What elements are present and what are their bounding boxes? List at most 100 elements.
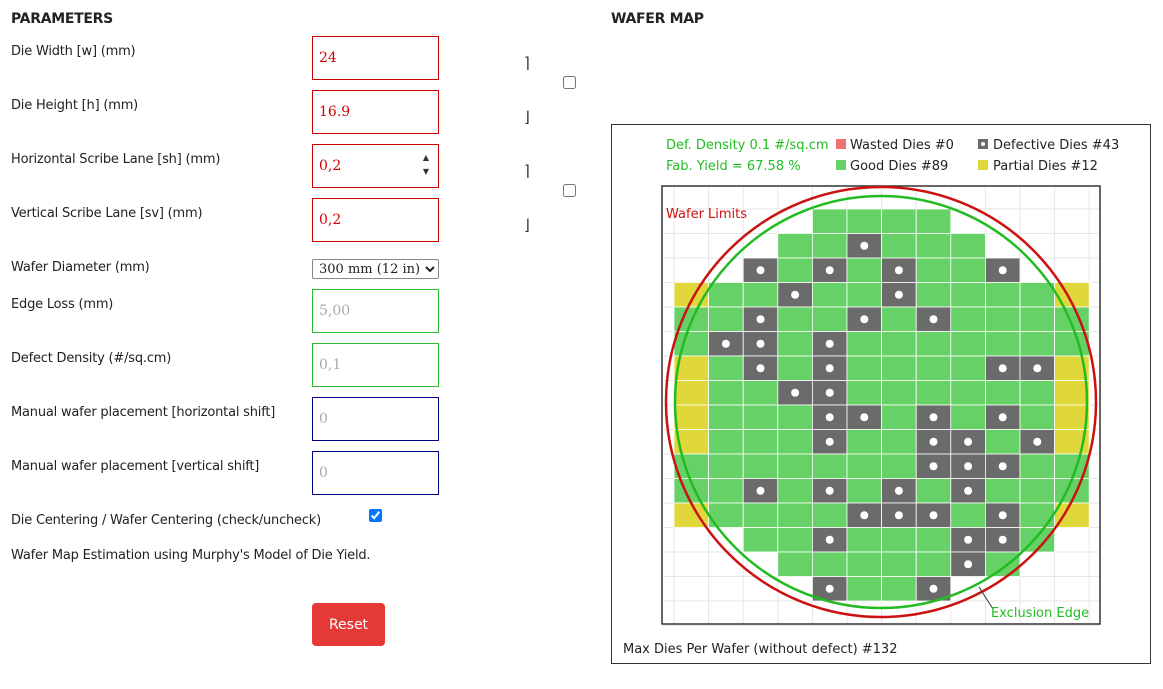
h-scribe-label: Horizontal Scribe Lane [sh] (mm) bbox=[11, 152, 221, 167]
h-scribe-spinner[interactable]: ▲ ▼ bbox=[421, 152, 431, 178]
centering-label: Die Centering / Wafer Centering (check/u… bbox=[11, 513, 322, 528]
def-density-text: Def. Density 0.1 #/sq.cm bbox=[666, 138, 829, 153]
h-shift-label: Manual wafer placement [horizontal shift… bbox=[11, 405, 276, 420]
wafer-limit-circle bbox=[664, 185, 1098, 619]
link-dimensions-checkbox[interactable] bbox=[563, 76, 576, 89]
good-die bbox=[742, 380, 779, 406]
partial-die bbox=[1054, 404, 1090, 430]
v-shift-input[interactable] bbox=[312, 451, 439, 495]
defect-dot bbox=[998, 266, 1007, 275]
spin-up-icon[interactable]: ▲ bbox=[422, 153, 430, 162]
wafer-diameter-select[interactable]: 300 mm (12 in) bbox=[312, 259, 439, 279]
wafer-map-canvas: Def. Density 0.1 #/sq.cm Fab. Yield = 67… bbox=[623, 138, 1119, 657]
defect-dot bbox=[825, 437, 834, 446]
defect-dot bbox=[1033, 364, 1042, 373]
edge-loss-input[interactable] bbox=[312, 289, 439, 333]
good-die bbox=[915, 257, 952, 283]
good-die bbox=[742, 502, 779, 528]
defect-dot bbox=[825, 339, 834, 348]
max-dies-text: Max Dies Per Wafer (without defect) #132 bbox=[623, 642, 897, 657]
centering-checkbox[interactable] bbox=[369, 509, 382, 522]
defect-dot bbox=[756, 266, 765, 275]
spin-down-icon[interactable]: ▼ bbox=[422, 167, 430, 176]
good-die bbox=[915, 355, 952, 381]
good-die bbox=[777, 551, 813, 577]
good-die bbox=[811, 306, 848, 332]
good-die bbox=[742, 282, 779, 308]
v-scribe-input[interactable] bbox=[312, 198, 439, 242]
good-die bbox=[984, 380, 1021, 406]
partial-die bbox=[1054, 380, 1090, 406]
good-die bbox=[984, 282, 1021, 308]
good-die bbox=[881, 576, 917, 602]
defect-dot bbox=[998, 511, 1007, 520]
legend-partial-text: Partial Dies #12 bbox=[993, 159, 1098, 174]
good-die bbox=[881, 331, 917, 357]
good-die bbox=[777, 453, 813, 479]
die-height-label: Die Height [h] (mm) bbox=[11, 98, 139, 113]
good-die bbox=[846, 429, 882, 455]
good-die bbox=[915, 282, 952, 308]
good-die bbox=[846, 208, 882, 234]
good-die bbox=[950, 404, 986, 430]
fab-yield-text: Fab. Yield = 67.58 % bbox=[666, 159, 801, 174]
good-die bbox=[881, 551, 917, 577]
good-die bbox=[1019, 478, 1055, 504]
good-die bbox=[811, 453, 848, 479]
good-die bbox=[846, 355, 882, 381]
defect-dot bbox=[964, 535, 973, 544]
good-die bbox=[915, 551, 952, 577]
good-die bbox=[846, 527, 882, 553]
good-die bbox=[811, 208, 848, 234]
good-die bbox=[915, 527, 952, 553]
die-width-input[interactable] bbox=[312, 36, 439, 80]
good-die bbox=[811, 502, 848, 528]
exclusion-edge-circle bbox=[673, 194, 1089, 610]
good-die bbox=[1019, 380, 1055, 406]
defect-dot bbox=[964, 560, 973, 569]
good-die bbox=[846, 380, 882, 406]
defect-dot bbox=[825, 413, 834, 422]
good-die bbox=[984, 306, 1021, 332]
die-height-input[interactable] bbox=[312, 90, 439, 134]
defect-dot bbox=[929, 511, 938, 520]
defect-dot bbox=[756, 364, 765, 373]
good-die bbox=[777, 429, 813, 455]
defect-dot bbox=[860, 241, 869, 250]
defect-dot bbox=[929, 315, 938, 324]
good-die bbox=[915, 331, 952, 357]
good-die bbox=[1019, 453, 1055, 479]
defect-density-input[interactable] bbox=[312, 343, 439, 387]
legend-partial-swatch bbox=[978, 160, 988, 170]
good-die bbox=[881, 429, 917, 455]
defect-dot bbox=[929, 437, 938, 446]
defect-dot bbox=[998, 413, 1007, 422]
defect-dot bbox=[894, 486, 903, 495]
good-die bbox=[708, 380, 744, 406]
good-die bbox=[811, 551, 848, 577]
legend-wasted-swatch bbox=[836, 139, 846, 149]
good-die bbox=[846, 576, 882, 602]
model-note: Wafer Map Estimation using Murphy's Mode… bbox=[11, 548, 371, 563]
h-shift-input[interactable] bbox=[312, 397, 439, 441]
defective-die bbox=[777, 380, 813, 406]
good-die bbox=[950, 502, 986, 528]
defect-dot bbox=[998, 535, 1007, 544]
defect-dot bbox=[756, 339, 765, 348]
good-die bbox=[1019, 282, 1055, 308]
good-die bbox=[950, 355, 986, 381]
defect-dot bbox=[964, 462, 973, 471]
legend-good-swatch bbox=[836, 160, 846, 170]
defect-dot bbox=[894, 266, 903, 275]
h-scribe-input[interactable] bbox=[312, 144, 439, 188]
reset-button[interactable]: Reset bbox=[312, 603, 385, 646]
link-scribe-checkbox[interactable] bbox=[563, 184, 576, 197]
v-shift-label: Manual wafer placement [vertical shift] bbox=[11, 459, 260, 474]
good-die bbox=[846, 551, 882, 577]
defect-density-label: Defect Density (#/sq.cm) bbox=[11, 351, 172, 366]
good-die bbox=[777, 331, 813, 357]
good-die bbox=[777, 404, 813, 430]
good-die bbox=[1019, 306, 1055, 332]
good-die bbox=[742, 404, 779, 430]
defect-dot bbox=[825, 266, 834, 275]
